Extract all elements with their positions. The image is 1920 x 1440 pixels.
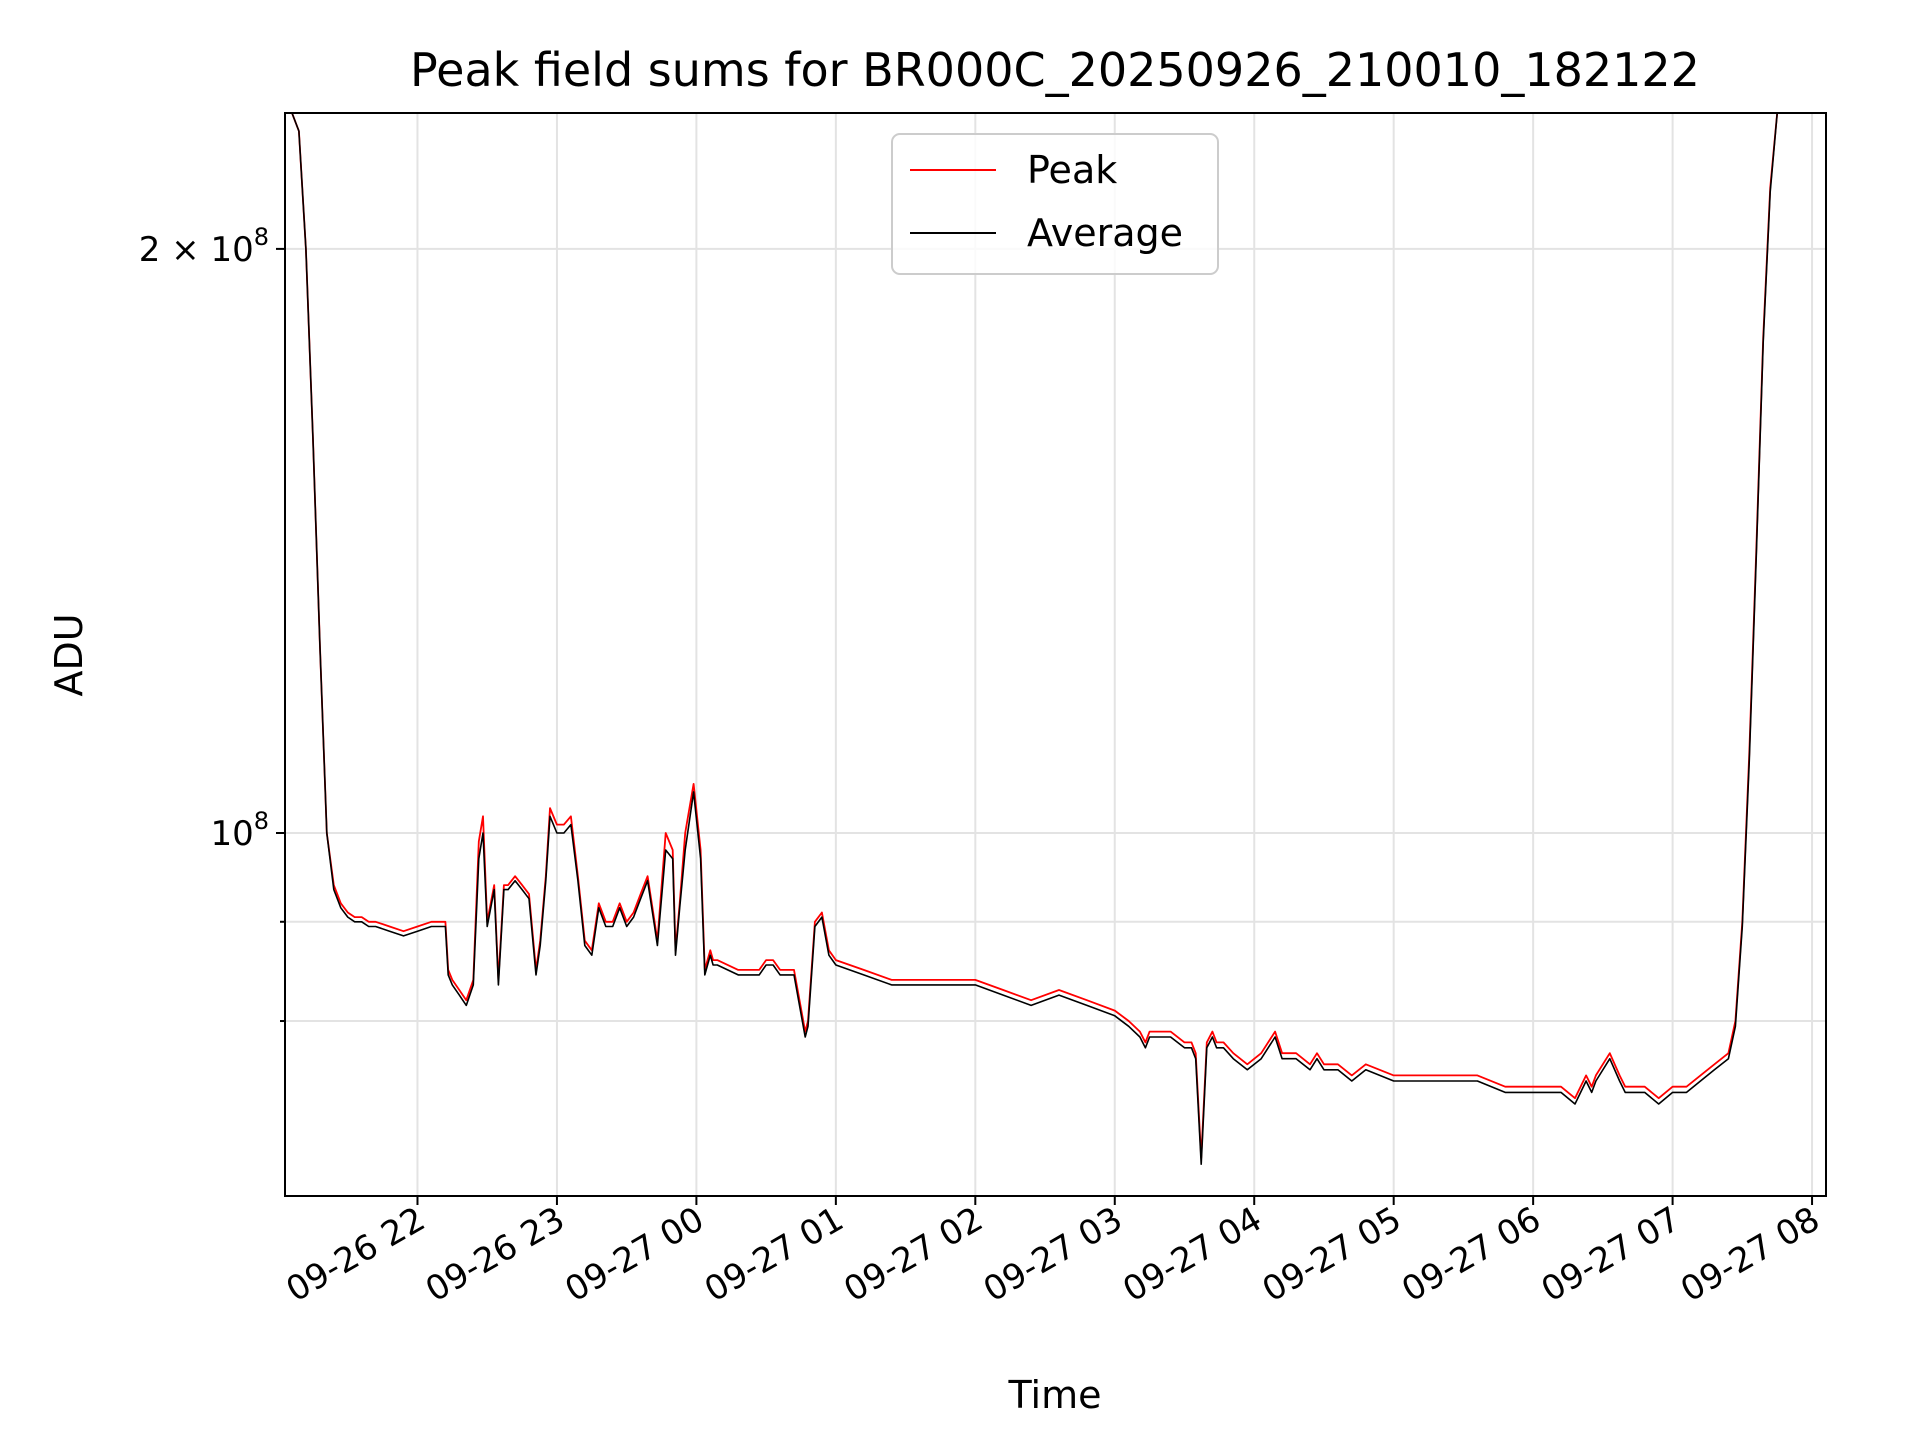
chart-title: Peak field sums for BR000C_20250926_2100… [410,43,1700,97]
x-axis-label: Time [1008,1373,1102,1417]
legend: Peak Average [891,133,1219,275]
y-tick-label: 2 × 108 [139,223,269,270]
y-axis: 2 × 108 108 [139,223,285,1023]
series-line-average [285,113,1785,1165]
plot-frame [284,112,1827,1197]
y-tick-label: 108 [210,807,269,854]
y-axis-label: ADU [47,613,91,696]
series-layer [285,113,1785,1165]
legend-label-peak: Peak [1027,148,1117,192]
legend-label-average: Average [1027,211,1183,255]
